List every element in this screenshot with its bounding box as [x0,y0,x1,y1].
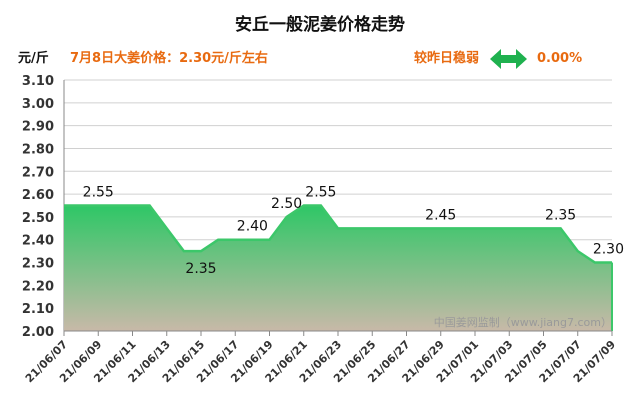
price-line [64,204,612,264]
data-label: 2.45 [425,207,456,223]
data-labels: 2.552.352.402.502.552.45 2.352.30 [83,185,624,278]
price-area [64,204,613,331]
change-value: 0.00% [537,51,582,66]
y-tick-label: 2.80 [22,142,54,157]
double-arrow-icon [490,49,527,69]
y-tick-label: 2.70 [22,165,54,180]
area-fill [64,205,612,331]
y-tick-label: 2.40 [22,234,54,249]
y-tick-label: 2.10 [22,302,54,317]
y-tick-label: 2.50 [22,211,54,226]
data-label: 2.50 [271,196,302,212]
compare-label: 较昨日稳弱 [414,50,479,66]
y-tick-label: 2.20 [22,279,54,294]
chart-title: 安丘一般泥姜价格走势 [235,14,405,35]
data-label: 2.35 [185,261,216,277]
y-axis: 2.00 2.10 2.20 2.30 2.40 2.50 2.60 2.70 2.80 2.90… [22,74,65,340]
watermark: 中国姜网监制（www.jiang7.com） [434,315,612,329]
y-tick-label: 3.10 [22,74,54,89]
unit-label: 元/斤 [18,50,49,66]
y-tick-label: 2.60 [22,188,54,203]
data-label: 2.40 [237,219,268,235]
price-note: 7月8日大姜价格：2.30元/斤左右 [70,50,268,66]
y-tick-label: 2.30 [22,257,54,272]
data-label: 2.30 [593,242,624,258]
x-axis: 21/06/0721/06/0921/06/1121/06/1321/06/15… [23,330,618,385]
y-tick-label: 2.90 [22,120,54,135]
data-label: 2.55 [305,185,336,201]
y-tick-label: 2.00 [22,325,54,340]
data-label: 2.55 [83,185,114,201]
data-label: 2.35 [545,207,576,223]
y-tick-label: 3.00 [22,97,54,112]
